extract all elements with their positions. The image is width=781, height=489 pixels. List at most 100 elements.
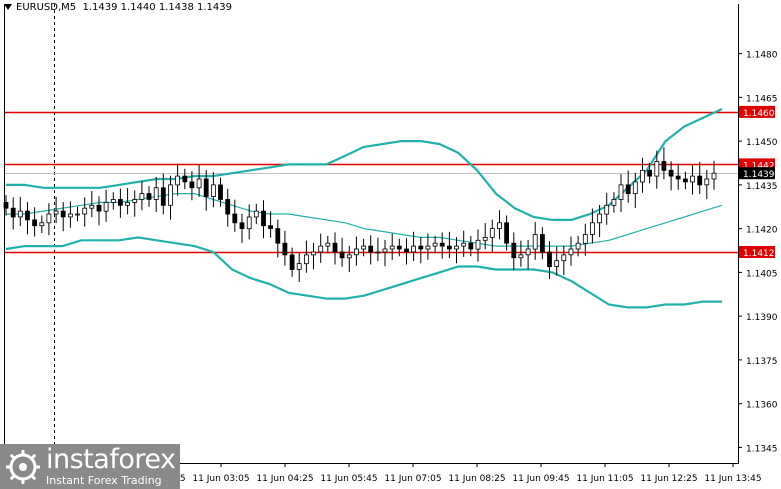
candle-bear bbox=[60, 210, 66, 218]
candle-bull bbox=[554, 260, 560, 267]
x-tick-label: 11 Jun 13:45 bbox=[704, 474, 761, 484]
candle-bull bbox=[611, 199, 617, 206]
candle-bull bbox=[39, 222, 45, 227]
x-tick-label: 11 Jun 12:25 bbox=[640, 474, 697, 484]
candle-bull bbox=[489, 228, 495, 238]
x-tick-label: 11 Jun 04:25 bbox=[256, 474, 313, 484]
x-tick-label: 11 Jun 03:05 bbox=[192, 474, 249, 484]
candle-bear bbox=[332, 242, 338, 253]
candle-bull bbox=[82, 207, 88, 215]
candle-bull bbox=[475, 239, 481, 250]
candle-bull bbox=[425, 245, 431, 250]
candle-bull bbox=[604, 204, 610, 215]
candle-bull bbox=[618, 184, 624, 200]
candle-bull bbox=[561, 254, 567, 262]
candle-bull bbox=[110, 199, 116, 203]
candle-bull bbox=[525, 248, 531, 256]
candle-bull bbox=[704, 178, 710, 186]
candle-bear bbox=[547, 251, 552, 268]
candle-bear bbox=[404, 248, 409, 253]
level-tag-label: 1.1460 bbox=[743, 109, 775, 119]
y-tick-label: 1.1465 bbox=[746, 94, 778, 104]
y-tick-label: 1.1435 bbox=[746, 182, 778, 192]
candle-bull bbox=[361, 245, 367, 250]
candle-bull bbox=[311, 251, 316, 256]
levels-layer bbox=[5, 111, 738, 254]
level-tag-label: 1.1442 bbox=[743, 161, 775, 171]
candle-bull bbox=[568, 248, 574, 256]
candle-bull bbox=[303, 254, 309, 265]
candle-bear bbox=[189, 181, 195, 189]
candle-bull bbox=[590, 222, 595, 235]
candle-bull bbox=[132, 199, 138, 203]
candle-bull bbox=[532, 234, 538, 250]
candle-bear bbox=[160, 187, 166, 206]
candle-bull bbox=[411, 245, 417, 253]
candle-bull bbox=[210, 184, 216, 197]
candle-bull bbox=[654, 161, 660, 177]
candle-bear bbox=[32, 219, 37, 227]
candle-bear bbox=[232, 213, 238, 224]
dropdown-triangle-icon[interactable] bbox=[4, 4, 12, 10]
candle-bull bbox=[575, 242, 581, 250]
level-tag-bg bbox=[739, 105, 775, 118]
price-axis: 1.1480 1.1465 1.1450 1.1435 1.1420 1.1405 1.13… bbox=[738, 51, 778, 454]
candle-bear bbox=[275, 228, 281, 244]
candle-bull bbox=[432, 242, 438, 247]
candle-bear bbox=[540, 234, 545, 253]
candle-bull bbox=[582, 234, 588, 244]
candle-bull bbox=[153, 187, 159, 200]
candle-bull bbox=[640, 169, 645, 183]
x-tick-label: 11 Jun 08:25 bbox=[448, 474, 505, 484]
candle-bull bbox=[461, 242, 467, 247]
candle-bear bbox=[468, 242, 474, 250]
instaforex-logo-icon bbox=[6, 450, 40, 484]
price-tags: 1.1460 1.1442 1.1412 1.1439 bbox=[739, 105, 775, 259]
candle-bear bbox=[683, 178, 688, 183]
bollinger-lower-line bbox=[5, 236, 722, 309]
candle-bear bbox=[675, 175, 681, 180]
y-tick-label: 1.1420 bbox=[746, 226, 778, 236]
brand-name: instaforex bbox=[46, 444, 176, 475]
candle-bear bbox=[418, 245, 424, 250]
candle-bear bbox=[146, 193, 152, 200]
candle-bear bbox=[218, 184, 223, 200]
bollinger-upper-line bbox=[6, 108, 723, 221]
brand-tagline: Instant Forex Trading bbox=[46, 474, 162, 487]
candle-bull bbox=[246, 216, 252, 230]
candle-bull bbox=[68, 213, 73, 218]
candle-bull bbox=[382, 248, 388, 253]
candle-bull bbox=[518, 254, 524, 259]
candle-bull bbox=[353, 248, 359, 256]
candle-bull bbox=[296, 263, 302, 270]
candle-bull bbox=[139, 193, 145, 200]
candle-bull bbox=[103, 201, 109, 212]
candle-bear bbox=[439, 242, 445, 247]
candle-bull bbox=[690, 175, 695, 183]
candle-bull bbox=[711, 172, 717, 180]
candle-bear bbox=[25, 210, 30, 221]
candle-bull bbox=[253, 210, 259, 218]
candle-bear bbox=[504, 222, 510, 244]
ohlc-values: 1.1439 1.1440 1.1438 1.1439 bbox=[82, 2, 232, 13]
candle-bear bbox=[625, 184, 631, 195]
x-tick-label: 11 Jun 07:05 bbox=[384, 474, 441, 484]
candle-bear bbox=[225, 199, 231, 215]
level-tag-bg bbox=[739, 246, 775, 258]
candle-bear bbox=[368, 245, 374, 253]
candle-bull bbox=[53, 210, 59, 215]
y-tick-label: 1.1405 bbox=[746, 269, 778, 279]
x-tick-label: 11 Jun 09:45 bbox=[512, 474, 569, 484]
candle-bear bbox=[261, 210, 266, 227]
candle-bull bbox=[389, 245, 395, 250]
candle-bull bbox=[632, 181, 638, 194]
bollinger-bands bbox=[5, 108, 723, 309]
candle-bull bbox=[346, 254, 352, 259]
candle-bull bbox=[89, 204, 95, 209]
candle-bear bbox=[118, 199, 123, 206]
candle-bull bbox=[196, 178, 202, 189]
candle-bull bbox=[497, 222, 502, 230]
candle-bull bbox=[75, 213, 80, 216]
